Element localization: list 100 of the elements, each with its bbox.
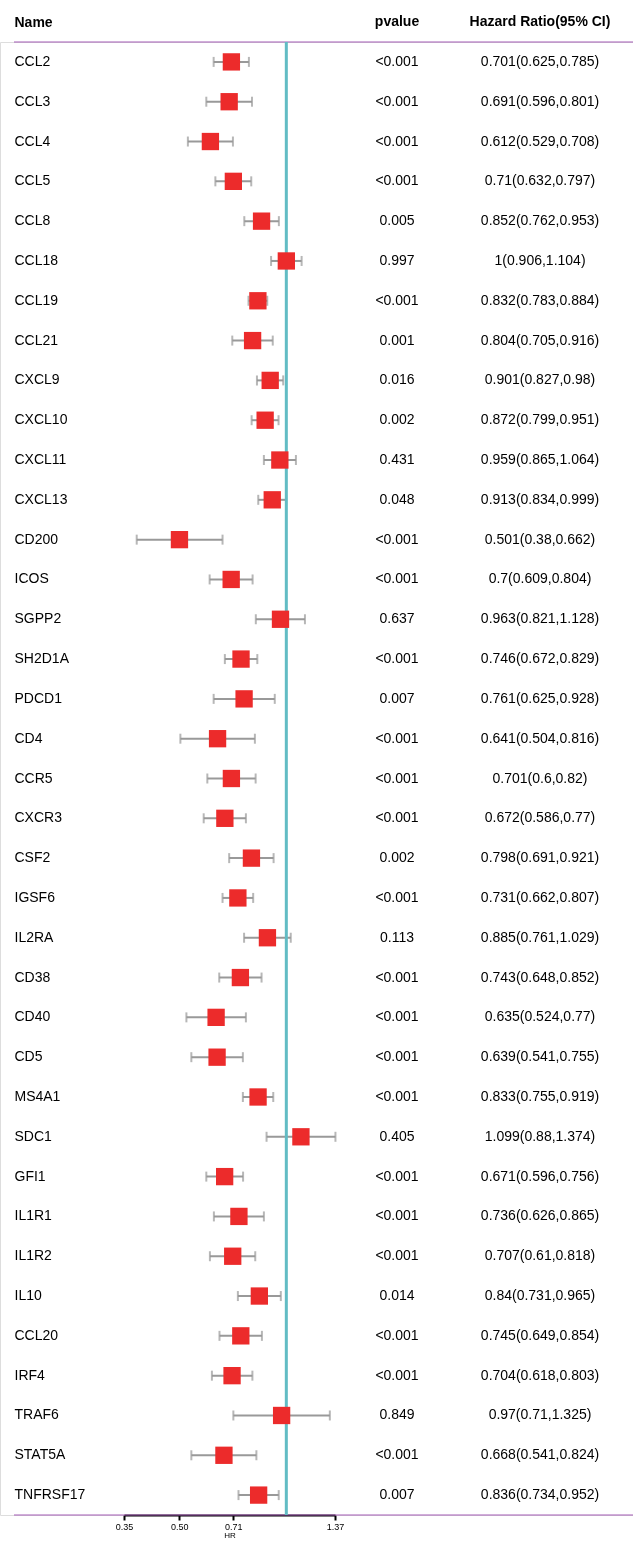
y-tick-label: PDCD1 [14, 689, 63, 706]
y-tick-label: SDC1 [14, 1127, 53, 1144]
y-tick-label: CXCL13 [14, 490, 68, 507]
text: 0.113 [380, 928, 415, 945]
text: 0.963(0.821,1.128) [480, 610, 600, 627]
text: <0.001 [375, 729, 419, 746]
point [222, 570, 240, 589]
text: <0.001 [375, 809, 419, 826]
text: <0.001 [375, 1366, 419, 1383]
y-tick-label: IL1R2 [14, 1247, 53, 1264]
text: 0.84(0.731,0.965) [484, 1287, 596, 1304]
text: 0.885(0.761,1.029) [480, 928, 600, 945]
point [261, 371, 279, 390]
y-tick-label: TNFRSF17 [14, 1486, 86, 1503]
y-tick-label: CCL4 [14, 132, 51, 149]
text: <0.001 [375, 291, 419, 308]
text: 0.007 [379, 1486, 415, 1503]
point [256, 411, 274, 429]
point [220, 93, 238, 111]
text: 0.001 [379, 331, 415, 348]
point [224, 172, 243, 190]
text: 0.002 [379, 849, 415, 866]
text: 0.405 [379, 1127, 415, 1144]
y-tick-label: CXCL9 [14, 371, 60, 388]
text: <0.001 [375, 1008, 419, 1025]
text: 0.016 [379, 371, 415, 388]
text: <0.001 [375, 1048, 419, 1065]
y-tick-label: GFI1 [14, 1167, 46, 1184]
text: 0.736(0.626,0.865) [480, 1207, 600, 1224]
text: 0.431 [379, 451, 415, 468]
y-tick-label: CXCL10 [14, 411, 68, 428]
text: <0.001 [375, 968, 419, 985]
point [252, 212, 271, 230]
text: <0.001 [375, 1326, 419, 1343]
y-tick-label: CD200 [14, 530, 59, 547]
point [271, 451, 289, 469]
text: 0.048 [379, 490, 415, 507]
text: 0.833(0.755,0.919) [480, 1087, 600, 1104]
point [249, 1088, 267, 1106]
y-tick-label: CCL5 [14, 172, 51, 189]
y-tick-label: IGSF6 [14, 888, 56, 905]
text: 0.832(0.783,0.884) [480, 291, 600, 308]
y-tick-label: IRF4 [14, 1366, 46, 1383]
text: 0.671(0.596,0.756) [480, 1167, 600, 1184]
y-tick-label: ICOS [14, 570, 49, 587]
y-tick-label: CD4 [14, 729, 43, 746]
text: <0.001 [375, 52, 419, 69]
y-tick-label: SH2D1A [14, 650, 70, 667]
y-tick-label: CCL2 [14, 52, 51, 69]
point [250, 1287, 269, 1305]
text: 0.668(0.541,0.824) [480, 1446, 600, 1463]
point [230, 1207, 248, 1226]
point [224, 1247, 242, 1265]
text: 0.007 [379, 689, 415, 706]
y-tick-label: CCL19 [14, 291, 59, 308]
point [215, 1446, 233, 1464]
y-tick-label: MS4A1 [14, 1087, 61, 1104]
text: 0.701(0.6,0.82) [492, 769, 588, 786]
text: 0.731(0.662,0.807) [480, 888, 600, 905]
x-tick-label: 0.71 [225, 1521, 243, 1532]
point [235, 690, 253, 708]
text: 0.97(0.71,1.325) [488, 1406, 592, 1423]
point [243, 331, 262, 350]
y-tick-label: CD38 [14, 968, 51, 985]
y-tick-label: IL2RA [14, 928, 55, 945]
y-tick-label: CCL3 [14, 92, 51, 109]
y-tick-label: CCL8 [14, 212, 51, 229]
point [249, 1486, 268, 1504]
y-tick-label: CSF2 [14, 849, 51, 866]
text: <0.001 [375, 92, 419, 109]
text: 0.997 [379, 251, 415, 268]
text: 0.691(0.596,0.801) [480, 92, 600, 109]
text: 1(0.906,1.104) [494, 251, 586, 268]
text: <0.001 [375, 132, 419, 149]
text: 0.672(0.586,0.77) [484, 809, 596, 826]
text: 0.901(0.827,0.98) [484, 371, 596, 388]
point [258, 929, 277, 947]
text: 0.798(0.691,0.921) [480, 849, 600, 866]
text: <0.001 [375, 530, 419, 547]
text: <0.001 [375, 769, 419, 786]
text: 0.743(0.648,0.852) [480, 968, 600, 985]
point [231, 968, 250, 987]
text: 0.501(0.38,0.662) [484, 530, 596, 547]
point [232, 650, 250, 668]
text: 0.849 [379, 1406, 415, 1423]
point [232, 1327, 250, 1345]
text: <0.001 [375, 1247, 419, 1264]
text: 0.959(0.865,1.064) [480, 451, 600, 468]
text: Hazard Ratio(95% CI) [469, 13, 611, 29]
point [242, 849, 261, 867]
text: 1.099(0.88,1.374) [484, 1127, 596, 1144]
text: 0.761(0.625,0.928) [480, 689, 600, 706]
point [229, 889, 247, 907]
text: 0.872(0.799,0.951) [480, 411, 600, 428]
y-tick-label: CCR5 [14, 769, 53, 786]
y-tick-label: CCL20 [14, 1326, 59, 1343]
point [249, 292, 267, 310]
y-tick-label: IL1R1 [14, 1207, 53, 1224]
text: 0.641(0.504,0.816) [480, 729, 600, 746]
text: 0.005 [379, 212, 415, 229]
